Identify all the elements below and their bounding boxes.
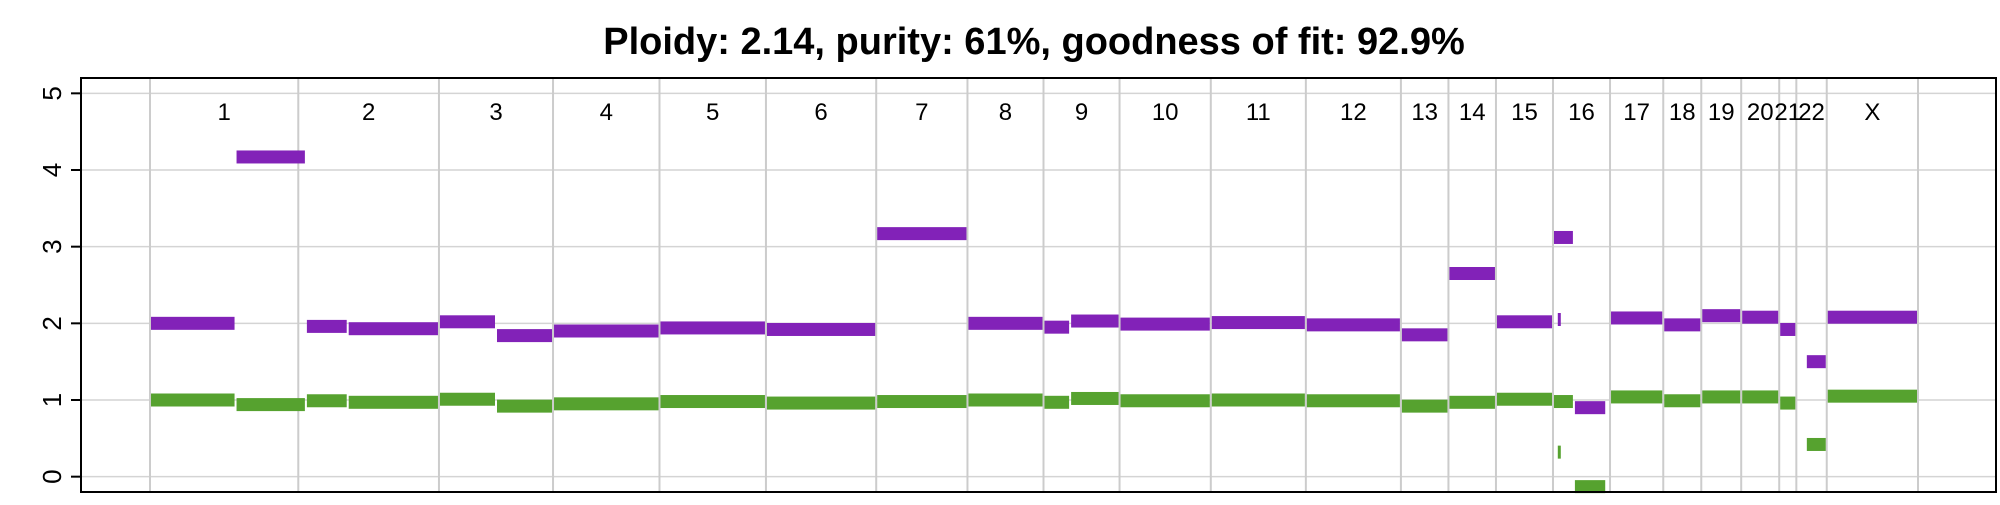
grid-layer (81, 78, 1996, 492)
total-copy-number-segment (1611, 311, 1663, 325)
chromosome-label: 2 (362, 99, 375, 126)
minor-copy-number-segment (439, 392, 495, 406)
total-copy-number-segment (766, 322, 876, 336)
total-copy-number-segment (1574, 401, 1606, 415)
minor-copy-number-segment (1306, 394, 1400, 408)
minor-copy-number-segment (660, 395, 765, 409)
total-copy-number-segment (439, 315, 495, 329)
minor-copy-number-segment (877, 395, 967, 409)
chromosome-label: 16 (1568, 99, 1595, 126)
minor-copy-number-segment (496, 399, 553, 413)
minor-copy-number-segment (1780, 396, 1796, 410)
total-copy-number-segment (236, 150, 305, 164)
total-copy-number-segment (496, 329, 553, 343)
minor-copy-number-segment (1401, 399, 1448, 413)
total-copy-number-segment (306, 319, 347, 333)
total-copy-number-segment (348, 322, 438, 336)
total-copy-number-segment (1120, 317, 1210, 331)
total-copy-number-segment (968, 316, 1043, 330)
total-copy-number-segment (1806, 355, 1826, 369)
total-copy-number-segment (151, 316, 235, 330)
chromosome-label: 5 (706, 99, 719, 126)
chromosome-label: X (1864, 99, 1880, 126)
total-copy-number-segment (1044, 320, 1070, 334)
minor-copy-number-segment (1664, 394, 1701, 408)
minor-copy-number-segment (1553, 395, 1573, 409)
y-tick-label: 4 (37, 163, 67, 177)
total-copy-number-segment (554, 324, 659, 338)
chromosome-label: 1 (217, 99, 230, 126)
minor-copy-number-segment (348, 395, 438, 409)
chromosome-label: 19 (1708, 99, 1735, 126)
chromosome-label: 14 (1459, 99, 1486, 126)
chromosome-label: 10 (1152, 99, 1179, 126)
y-axis: 0 1 2 3 4 5 (37, 86, 81, 484)
minor-copy-number-segment (1742, 390, 1779, 404)
total-copy-number-segment (660, 321, 765, 335)
y-tick-label: 3 (37, 239, 67, 253)
total-copy-number-segment (1702, 309, 1741, 323)
y-tick-label: 1 (37, 393, 67, 407)
minor-copy-number-segment (1611, 390, 1663, 404)
total-copy-number-segment (1401, 328, 1448, 342)
minor-copy-number-segment (1044, 395, 1070, 409)
chromosome-label: 11 (1246, 99, 1271, 126)
total-copy-number-segment (877, 227, 967, 241)
total-copy-number-segment (1742, 310, 1779, 324)
minor-copy-number-segment (1827, 389, 1917, 403)
minor-copy-number-segment (1806, 437, 1826, 451)
total-copy-number-segment (1557, 313, 1561, 326)
minor-copy-number-segment (554, 397, 659, 411)
chromosome-label: 7 (915, 99, 928, 126)
minor-copy-number-segment (1702, 390, 1741, 404)
minor-copy-number-segment (1557, 445, 1561, 459)
chromosome-label: 22 (1798, 99, 1825, 126)
minor-copy-number-segment (1120, 394, 1210, 408)
chromosome-label: 18 (1669, 99, 1696, 126)
minor-copy-number-segment (1211, 393, 1305, 407)
y-tick-label: 2 (37, 316, 67, 330)
total-copy-number-segment (1496, 315, 1552, 329)
chromosome-label: 13 (1411, 99, 1438, 126)
total-copy-number-segment (1306, 318, 1400, 332)
total-copy-number-segment (1211, 316, 1305, 330)
minor-copy-number-segment (1449, 395, 1495, 409)
minor-copy-number-segment (236, 398, 305, 412)
chromosome-label: 20 (1747, 99, 1774, 126)
chromosome-label: 6 (814, 99, 827, 126)
chromosome-label: 9 (1075, 99, 1088, 126)
minor-copy-number-segment (766, 396, 876, 410)
minor-copy-number-segment (1496, 392, 1552, 406)
minor-copy-number-segment (306, 394, 347, 408)
total-copy-number-segment (1071, 314, 1119, 328)
total-copy-number-segment (1553, 230, 1573, 244)
total-copy-number-segment (1827, 310, 1917, 324)
plot-frame (80, 77, 1997, 493)
total-copy-number-segment (1449, 267, 1495, 280)
y-tick-label: 5 (37, 86, 67, 100)
chromosome-label: 12 (1340, 99, 1367, 126)
minor-copy-number-segment (968, 393, 1043, 407)
chromosome-label: 3 (489, 99, 502, 126)
chromosome-label: 17 (1623, 99, 1650, 126)
minor-copy-number-segment (1071, 391, 1119, 405)
total-copy-number-segment (1780, 322, 1796, 336)
minor-copy-number-segment (1574, 480, 1606, 494)
chart-title: Ploidy: 2.14, purity: 61%, goodness of f… (603, 21, 1465, 63)
y-tick-label: 0 (37, 469, 67, 483)
chromosome-label: 15 (1511, 99, 1538, 126)
chromosome-label: 21 (1774, 99, 1801, 126)
total-copy-number-segment (1664, 318, 1701, 332)
minor-copy-number-segment (151, 393, 235, 407)
chromosome-label: 4 (600, 99, 613, 126)
chromosome-label: 8 (999, 99, 1012, 126)
segment-layer (151, 150, 1917, 494)
